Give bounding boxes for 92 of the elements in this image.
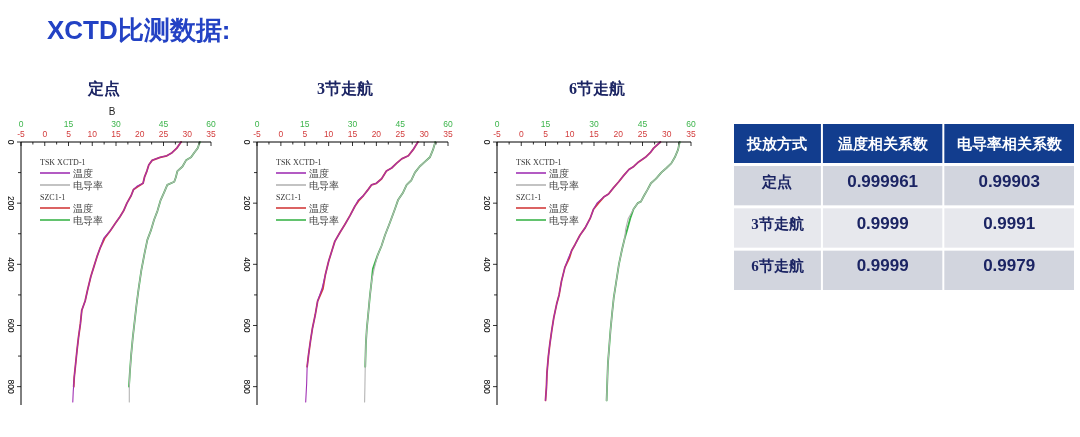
x-tick-label: 35: [206, 129, 216, 139]
x-tick-label: 10: [565, 129, 575, 139]
y-tick-label: 600: [242, 318, 252, 333]
data-label: 0.9999: [856, 214, 909, 233]
y-tick-label: 0: [242, 139, 252, 145]
x-tick-label: 25: [158, 129, 169, 139]
y-tick-label: 200: [6, 196, 16, 211]
data-label: 0.9999: [856, 256, 909, 276]
x-tick-label: 0: [42, 129, 48, 139]
y-tick-label: 400: [6, 257, 16, 272]
x-tick-label: 20: [613, 129, 624, 139]
x-tick-label: 35: [686, 129, 696, 139]
legend-label: 电导率: [73, 179, 103, 191]
x2-tick-label: 45: [395, 119, 406, 129]
y-tick-label: 0: [482, 139, 492, 145]
category-label: 6节走航: [751, 257, 804, 275]
legend-label: 电导率: [549, 214, 579, 226]
legend-label: 电导率: [73, 214, 103, 226]
legend-label: 温度: [549, 167, 569, 179]
chart-subtitle: 3节走航: [317, 80, 373, 97]
x-tick-label: 30: [662, 129, 672, 139]
y-tick-label: 400: [242, 257, 252, 272]
y-tick-label: 800: [242, 379, 252, 395]
legend-label: 温度: [549, 202, 569, 214]
legend-label: 电导率: [309, 214, 339, 226]
legend-label: 温度: [309, 202, 329, 214]
y-tick-label: 0: [6, 139, 16, 145]
x-tick-label: 0: [278, 129, 284, 139]
x2-tick-label: 45: [637, 119, 648, 129]
annotation: TSK XCTD-1: [276, 158, 322, 167]
x2-tick-label: 15: [300, 119, 310, 129]
y-tick-label: 800: [6, 379, 16, 395]
x-tick-label: 15: [347, 129, 358, 139]
annotation: TSK XCTD-1: [40, 158, 86, 167]
legend-label: 电导率: [549, 179, 579, 191]
x-tick-label: 10: [323, 129, 334, 139]
y-tick-label: 400: [482, 257, 492, 272]
x-tick-label: 25: [395, 129, 406, 139]
x2-tick-label: 30: [347, 119, 358, 129]
x2-tick-label: 0: [494, 119, 500, 129]
x-tick-label: 10: [87, 129, 98, 139]
y-tick-label: 600: [6, 318, 16, 333]
annotation: SZC1-1: [516, 193, 542, 202]
x-tick-label: 30: [419, 129, 430, 139]
data-label: 0.9991: [983, 214, 1036, 233]
x2-tick-label: 0: [18, 119, 24, 129]
y-tick-label: 200: [482, 196, 492, 211]
series-label: 温度相关系数: [836, 134, 929, 152]
data-label: 0.9979: [983, 256, 1036, 276]
x-tick-label: 15: [111, 129, 121, 139]
y-tick-label: 600: [482, 318, 492, 333]
x2-tick-label: 60: [686, 119, 696, 129]
x-tick-label: 5: [302, 129, 308, 139]
legend-label: 温度: [309, 167, 329, 179]
x-tick-label: 20: [135, 129, 145, 139]
x2-tick-label: 45: [158, 119, 169, 129]
text: 投放方式: [746, 134, 808, 152]
chart-subtitle: 6节走航: [569, 80, 625, 97]
x2-tick-label: 15: [63, 119, 74, 129]
x2-tick-label: 15: [540, 119, 551, 129]
text: B: [108, 106, 116, 117]
x-tick-label: 30: [182, 129, 193, 139]
legend-label: 温度: [73, 202, 93, 214]
x2-tick-label: 60: [206, 119, 216, 129]
y-tick-label: 200: [242, 196, 252, 211]
series-label: 电导率相关系数: [956, 134, 1063, 152]
category-label: 定点: [761, 172, 793, 190]
annotation: SZC1-1: [276, 193, 302, 202]
x-tick-label: 35: [443, 129, 453, 139]
category-label: 3节走航: [751, 215, 804, 232]
y-tick-label: 800: [482, 379, 492, 395]
x2-tick-label: 60: [443, 119, 453, 129]
x-tick-label: 25: [637, 129, 648, 139]
legend-label: 电导率: [309, 179, 339, 191]
x2-tick-label: 0: [254, 119, 260, 129]
annotation: TSK XCTD-1: [516, 158, 562, 167]
x-tick-label: 5: [543, 129, 549, 139]
x-tick-label: -5: [17, 129, 26, 139]
x-tick-label: 20: [371, 129, 382, 139]
legend-label: 温度: [73, 167, 93, 179]
x2-tick-label: 30: [589, 119, 599, 129]
chart-title: XCTD比测数据:: [47, 15, 231, 45]
data-label: 0.99903: [978, 171, 1040, 191]
x-tick-label: -5: [253, 129, 262, 139]
x-tick-label: -5: [493, 129, 502, 139]
x-tick-label: 0: [518, 129, 524, 139]
chart-subtitle: 定点: [87, 80, 120, 98]
x-tick-label: 5: [66, 129, 72, 139]
x2-tick-label: 30: [111, 119, 121, 129]
data-label: 0.999961: [847, 171, 919, 191]
annotation: SZC1-1: [40, 193, 66, 202]
x-tick-label: 15: [589, 129, 599, 139]
